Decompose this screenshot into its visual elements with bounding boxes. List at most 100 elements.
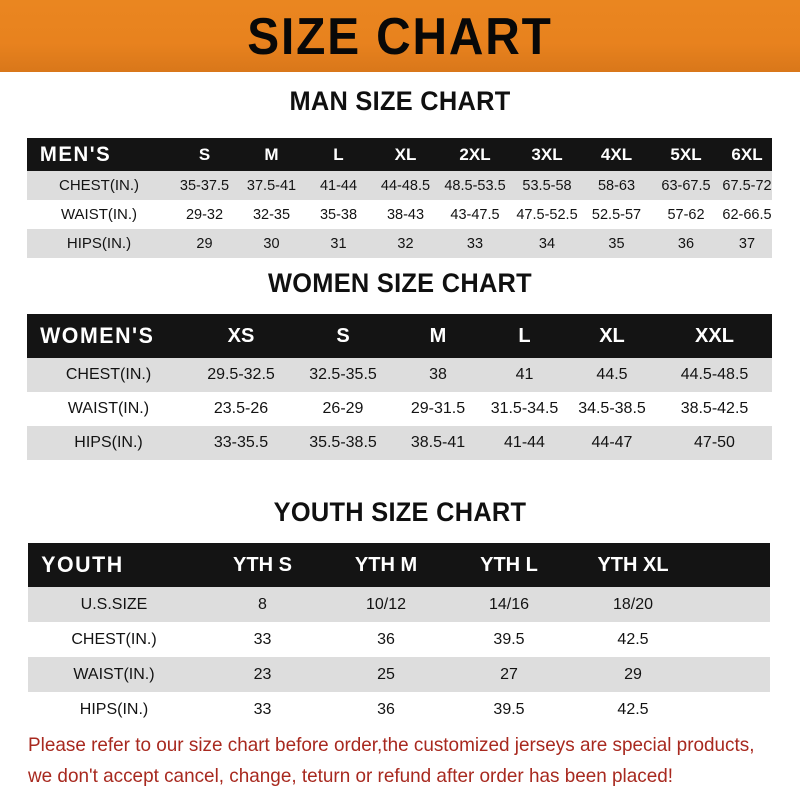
- youth-section-title: YOUTH SIZE CHART: [273, 497, 527, 527]
- youth-chest-yth-m: 36: [377, 630, 395, 648]
- youth-us-size-yth-l: 14/16: [488, 595, 530, 613]
- men-row-label-waist: WAIST(IN.): [60, 206, 138, 223]
- women-waist-l: 31.5-34.5: [490, 400, 559, 417]
- youth-chest-yth-s: 33: [253, 630, 272, 648]
- women-section-title: WOMEN SIZE CHART: [268, 268, 532, 298]
- youth-hips-yth-l: 39.5: [493, 700, 525, 718]
- youth-hips-yth-s: 33: [253, 700, 272, 718]
- youth-table-header-row: YOUTH YTH S YTH M YTH L YTH XL: [28, 543, 770, 587]
- men-col-header-m: M: [264, 144, 279, 164]
- table-row: WAIST(IN.) 29-32 32-35 35-38 38-43 43-47…: [27, 200, 772, 229]
- policy-note-line-2: we don't accept cancel, change, teturn o…: [28, 765, 674, 787]
- women-col-header-l: L: [518, 324, 531, 347]
- youth-us-size-yth-xl: 18/20: [612, 595, 654, 613]
- men-hips-3xl: 34: [538, 235, 556, 252]
- men-col-header-6xl: 6XL: [731, 144, 763, 164]
- youth-row-label-us-size: U.S.SIZE: [80, 595, 148, 613]
- men-chest-5xl: 63-67.5: [661, 177, 711, 194]
- table-row: U.S.SIZE 8 10/12 14/16 18/20: [28, 587, 770, 622]
- women-chest-xxl: 44.5-48.5: [680, 366, 749, 383]
- women-chest-s: 32.5-35.5: [309, 366, 377, 383]
- men-size-table: MEN'S S M L XL 2XL 3XL 4XL 5XL 6XL CHEST…: [27, 138, 772, 258]
- youth-waist-yth-s: 23: [253, 665, 272, 683]
- men-hips-2xl: 33: [466, 235, 484, 252]
- youth-col-header-yth-xl: YTH XL: [597, 553, 669, 576]
- men-chest-4xl: 58-63: [597, 177, 636, 194]
- women-waist-s: 26-29: [322, 400, 364, 417]
- men-table-header-row: MEN'S S M L XL 2XL 3XL 4XL 5XL 6XL: [27, 138, 772, 171]
- women-col-header-xxl: XXL: [695, 324, 734, 347]
- youth-waist-yth-l: 27: [500, 665, 518, 683]
- table-row: CHEST(IN.) 35-37.5 37.5-41 41-44 44-48.5…: [27, 171, 772, 200]
- men-hips-6xl: 37: [738, 235, 756, 252]
- youth-us-size-yth-m: 10/12: [365, 595, 407, 613]
- men-size-table-container: MEN'S S M L XL 2XL 3XL 4XL 5XL 6XL CHEST…: [27, 138, 772, 258]
- youth-row-label-hips: HIPS(IN.): [79, 700, 149, 718]
- women-hips-m: 38.5-41: [410, 434, 466, 451]
- women-row-label-hips: HIPS(IN.): [74, 434, 143, 451]
- women-waist-xxl: 38.5-42.5: [680, 400, 749, 417]
- men-hips-l: 31: [330, 235, 347, 252]
- table-row: CHEST(IN.) 29.5-32.5 32.5-35.5 38 41 44.…: [27, 358, 772, 392]
- youth-col-header-yth-s: YTH S: [233, 553, 292, 576]
- women-col-header-m: M: [429, 324, 447, 347]
- men-waist-l: 35-38: [319, 206, 358, 223]
- men-chest-xl: 44-48.5: [380, 177, 431, 194]
- youth-row-label-chest: CHEST(IN.): [71, 630, 157, 648]
- policy-note-line-1: Please refer to our size chart before or…: [28, 734, 755, 756]
- men-waist-2xl: 43-47.5: [450, 206, 500, 223]
- women-size-table-container: WOMEN'S XS S M L XL XXL CHEST(IN.) 29.5-…: [27, 314, 772, 460]
- youth-row-label-waist: WAIST(IN.): [73, 665, 155, 683]
- men-chest-m: 37.5-41: [246, 177, 297, 194]
- men-waist-xl: 38-43: [386, 206, 425, 223]
- youth-waist-yth-m: 25: [377, 665, 395, 683]
- women-size-table: WOMEN'S XS S M L XL XXL CHEST(IN.) 29.5-…: [27, 314, 772, 460]
- women-hips-l: 41-44: [504, 434, 545, 451]
- men-section-title: MAN SIZE CHART: [289, 86, 511, 116]
- women-hips-xxl: 47-50: [694, 434, 735, 451]
- youth-size-table-container: YOUTH YTH S YTH M YTH L YTH XL U.S.SIZE …: [28, 543, 770, 727]
- youth-waist-spacer: [695, 657, 770, 692]
- women-chest-l: 41: [515, 366, 534, 383]
- men-waist-4xl: 52.5-57: [591, 206, 642, 223]
- men-waist-6xl: 62-66.5: [722, 206, 772, 223]
- policy-note: Please refer to our size chart before or…: [28, 730, 757, 792]
- page-banner: SIZE CHART: [0, 0, 800, 72]
- men-col-header-2xl: 2XL: [459, 144, 491, 164]
- table-row: HIPS(IN.) 33-35.5 35.5-38.5 38.5-41 41-4…: [27, 426, 772, 460]
- youth-col-header-yth-m: YTH M: [354, 553, 418, 576]
- men-col-header-3xl: 3XL: [531, 144, 563, 164]
- women-row-label-waist: WAIST(IN.): [67, 400, 150, 417]
- women-hips-s: 35.5-38.5: [309, 434, 377, 451]
- men-col-header-4xl: 4XL: [600, 144, 633, 164]
- youth-hips-yth-m: 36: [377, 700, 395, 718]
- table-row: WAIST(IN.) 23 25 27 29: [28, 657, 770, 692]
- men-waist-3xl: 47.5-52.5: [516, 206, 578, 223]
- women-row-label-header: WOMEN'S: [40, 323, 155, 348]
- men-col-header-l: L: [333, 144, 344, 164]
- youth-size-table: YOUTH YTH S YTH M YTH L YTH XL U.S.SIZE …: [28, 543, 770, 727]
- women-col-header-xl: XL: [599, 324, 625, 347]
- men-hips-s: 29: [196, 235, 213, 252]
- men-hips-xl: 32: [397, 235, 414, 252]
- youth-hips-spacer: [695, 692, 770, 727]
- women-col-header-s: S: [336, 324, 350, 347]
- table-row: HIPS(IN.) 33 36 39.5 42.5: [28, 692, 770, 727]
- men-hips-4xl: 35: [608, 235, 625, 252]
- men-chest-l: 41-44: [319, 177, 358, 194]
- women-chest-m: 38: [429, 366, 447, 383]
- men-row-label-header: MEN'S: [39, 142, 112, 166]
- men-hips-5xl: 36: [677, 235, 695, 252]
- youth-waist-yth-xl: 29: [624, 665, 642, 683]
- youth-row-label-header: YOUTH: [41, 552, 124, 577]
- youth-chest-yth-l: 39.5: [493, 630, 525, 648]
- men-col-header-xl: XL: [394, 144, 417, 164]
- youth-us-size-yth-s: 8: [258, 595, 267, 613]
- youth-us-size-spacer: [695, 587, 770, 622]
- youth-col-header-spacer: [695, 543, 770, 587]
- men-row-label-hips: HIPS(IN.): [66, 235, 132, 252]
- women-waist-xs: 23.5-26: [213, 400, 269, 417]
- women-chest-xl: 44.5: [596, 366, 628, 383]
- men-chest-s: 35-37.5: [179, 177, 230, 194]
- table-row: CHEST(IN.) 33 36 39.5 42.5: [28, 622, 770, 657]
